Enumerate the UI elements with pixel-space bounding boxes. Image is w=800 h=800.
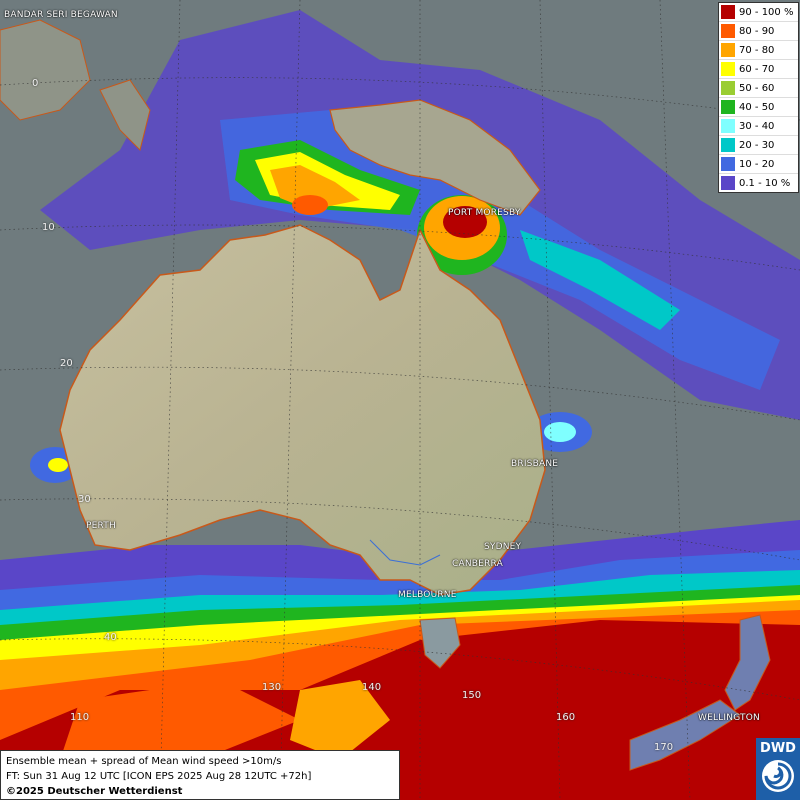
legend-row: 90 - 100 %: [719, 3, 798, 22]
place-label-wellington: WELLINGTON: [698, 713, 760, 723]
legend-row: 60 - 70: [719, 60, 798, 79]
prob-spot-wa-inner: [48, 458, 68, 472]
legend-row: 70 - 80: [719, 41, 798, 60]
legend-swatch: [721, 157, 735, 171]
legend-label: 40 - 50: [739, 101, 775, 113]
legend-label: 0.1 - 10 %: [739, 177, 791, 189]
info-box: Ensemble mean + spread of Mean wind spee…: [0, 750, 400, 800]
legend-swatch: [721, 24, 735, 38]
place-label-bandar-seri-begawan: BANDAR SERI BEGAWAN: [4, 10, 118, 20]
legend-label: 10 - 20: [739, 158, 775, 170]
legend-swatch: [721, 43, 735, 57]
legend-row: 40 - 50: [719, 98, 798, 117]
legend-label: 50 - 60: [739, 82, 775, 94]
legend-swatch: [721, 5, 735, 19]
grid-label: 150: [462, 690, 482, 701]
legend-row: 0.1 - 10 %: [719, 174, 798, 192]
grid-label: 30: [78, 494, 91, 505]
land-australia: [59, 224, 546, 596]
place-label-perth: PERTH: [86, 521, 116, 531]
grid-label: 10: [42, 222, 55, 233]
legend: 90 - 100 % 80 - 90 70 - 80 60 - 70 50 - 60 40…: [718, 2, 799, 193]
legend-swatch: [721, 176, 735, 190]
grid-label: 110: [70, 712, 90, 723]
forecast-time: FT: Sun 31 Aug 12 UTC [ICON EPS 2025 Aug…: [6, 771, 312, 782]
legend-swatch: [721, 81, 735, 95]
grid-label: 20: [60, 358, 73, 369]
grid-label: 140: [362, 682, 382, 693]
legend-swatch: [721, 119, 735, 133]
grid-label: 0: [32, 78, 39, 89]
copyright: ©2025 Deutscher Wetterdienst: [6, 786, 183, 797]
legend-row: 20 - 30: [719, 136, 798, 155]
legend-label: 90 - 100 %: [739, 6, 794, 18]
legend-label: 80 - 90: [739, 25, 775, 37]
land-nz-north: [724, 614, 771, 711]
legend-row: 50 - 60: [719, 79, 798, 98]
dwd-logo-text: DWD: [760, 741, 796, 756]
prob-spot-pm-red: [443, 206, 487, 238]
legend-swatch: [721, 100, 735, 114]
legend-swatch: [721, 62, 735, 76]
grid-label: 130: [262, 682, 282, 693]
land-tasmania: [419, 617, 461, 669]
prob-band-tropics-cyan: [520, 230, 680, 330]
legend-label: 70 - 80: [739, 44, 775, 56]
legend-label: 20 - 30: [739, 139, 775, 151]
place-label-melbourne: MELBOURNE: [398, 590, 457, 600]
prob-band-tropics-orange: [270, 165, 360, 210]
legend-label: 60 - 70: [739, 63, 775, 75]
legend-row: 30 - 40: [719, 117, 798, 136]
legend-row: 10 - 20: [719, 155, 798, 174]
place-label-port-moresby: PORT MORESBY: [448, 208, 521, 218]
grid-label: 40: [104, 632, 117, 643]
dwd-spiral-icon: [762, 760, 794, 792]
place-label-sydney: SYDNEY: [484, 542, 522, 552]
grid-label: 160: [556, 712, 576, 723]
prob-band-south-orange-patch2: [290, 680, 390, 760]
land-borneo-sulawesi: [0, 19, 151, 151]
prob-spot-coral: [292, 195, 328, 215]
grid-label: 170: [654, 742, 674, 753]
legend-label: 30 - 40: [739, 120, 775, 132]
legend-swatch: [721, 138, 735, 152]
place-label-brisbane: BRISBANE: [511, 459, 559, 469]
dwd-logo: DWD: [756, 738, 800, 800]
legend-row: 80 - 90: [719, 22, 798, 41]
product-title: Ensemble mean + spread of Mean wind spee…: [6, 756, 282, 767]
place-label-canberra: CANBERRA: [452, 559, 503, 569]
prob-band-south-orange-patch: [60, 680, 300, 760]
land-nz-south: [629, 699, 741, 771]
river-murray: [369, 539, 441, 566]
prob-spot-qld-inner: [544, 422, 576, 442]
land-new-guinea: [329, 99, 541, 216]
